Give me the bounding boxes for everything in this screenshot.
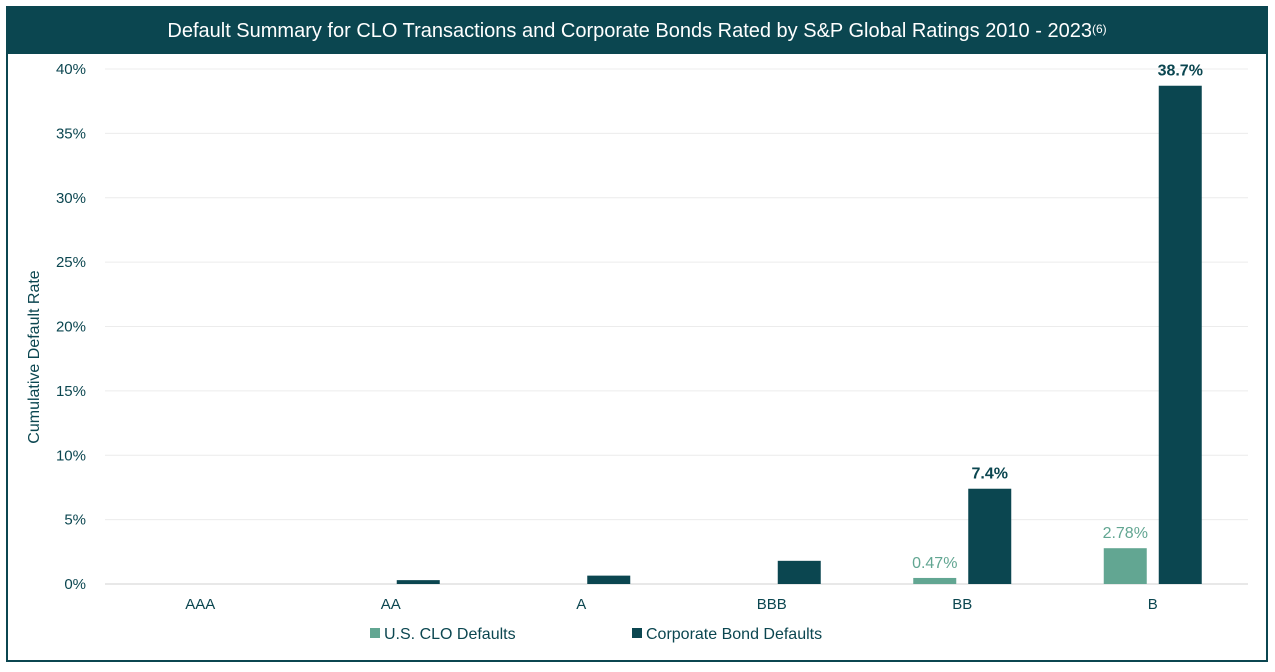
bar-corporate-bbb bbox=[777, 560, 821, 584]
bar-corporate-bb bbox=[968, 488, 1012, 584]
chart-frame: Default Summary for CLO Transactions and… bbox=[6, 6, 1268, 662]
bar-clo-bb bbox=[913, 577, 957, 584]
y-tick-label: 30% bbox=[56, 190, 86, 207]
y-tick-label: 5% bbox=[64, 512, 86, 529]
x-tick-label: A bbox=[576, 596, 586, 613]
data-label: 38.7% bbox=[1158, 63, 1203, 80]
legend-swatch bbox=[632, 628, 642, 638]
data-label: 0.47% bbox=[912, 555, 957, 572]
bars bbox=[396, 85, 1202, 585]
x-tick-label: BBB bbox=[757, 596, 787, 613]
x-tick-label: B bbox=[1148, 596, 1158, 613]
x-tick-label: AAA bbox=[185, 596, 215, 613]
chart-title-superscript: (6) bbox=[1091, 22, 1107, 36]
data-labels: 0.47% 7.4% 2.78% 38.7% bbox=[912, 63, 1203, 572]
bar-corporate-b bbox=[1158, 85, 1202, 585]
data-label: 7.4% bbox=[972, 466, 1008, 483]
y-tick-label: 20% bbox=[56, 319, 86, 336]
bar-clo-b bbox=[1103, 548, 1147, 584]
y-axis-ticks: 0% 5% 10% 15% 20% 25% 30% 35% 40% bbox=[56, 61, 86, 593]
bar-corporate-aa bbox=[396, 580, 440, 584]
legend-label: U.S. CLO Defaults bbox=[384, 626, 516, 643]
x-tick-label: AA bbox=[381, 596, 401, 613]
grid-lines bbox=[105, 68, 1248, 585]
x-axis-categories: AAA AA A BBB BB B bbox=[185, 596, 1158, 613]
y-axis-label: Cumulative Default Rate bbox=[26, 270, 43, 444]
y-tick-label: 25% bbox=[56, 254, 86, 271]
data-label: 2.78% bbox=[1103, 525, 1148, 542]
y-tick-label: 0% bbox=[64, 576, 86, 593]
chart-title: Default Summary for CLO Transactions and… bbox=[167, 19, 1092, 42]
x-tick-label: BB bbox=[952, 596, 972, 613]
y-tick-label: 10% bbox=[56, 447, 86, 464]
chart-title-bar: Default Summary for CLO Transactions and… bbox=[8, 8, 1266, 54]
y-tick-label: 40% bbox=[56, 61, 86, 78]
y-tick-label: 35% bbox=[56, 125, 86, 142]
legend: U.S. CLO Defaults Corporate Bond Defaults bbox=[370, 626, 822, 643]
legend-swatch bbox=[370, 628, 380, 638]
bar-corporate-a bbox=[587, 575, 631, 584]
y-tick-label: 15% bbox=[56, 383, 86, 400]
legend-label: Corporate Bond Defaults bbox=[646, 626, 822, 643]
